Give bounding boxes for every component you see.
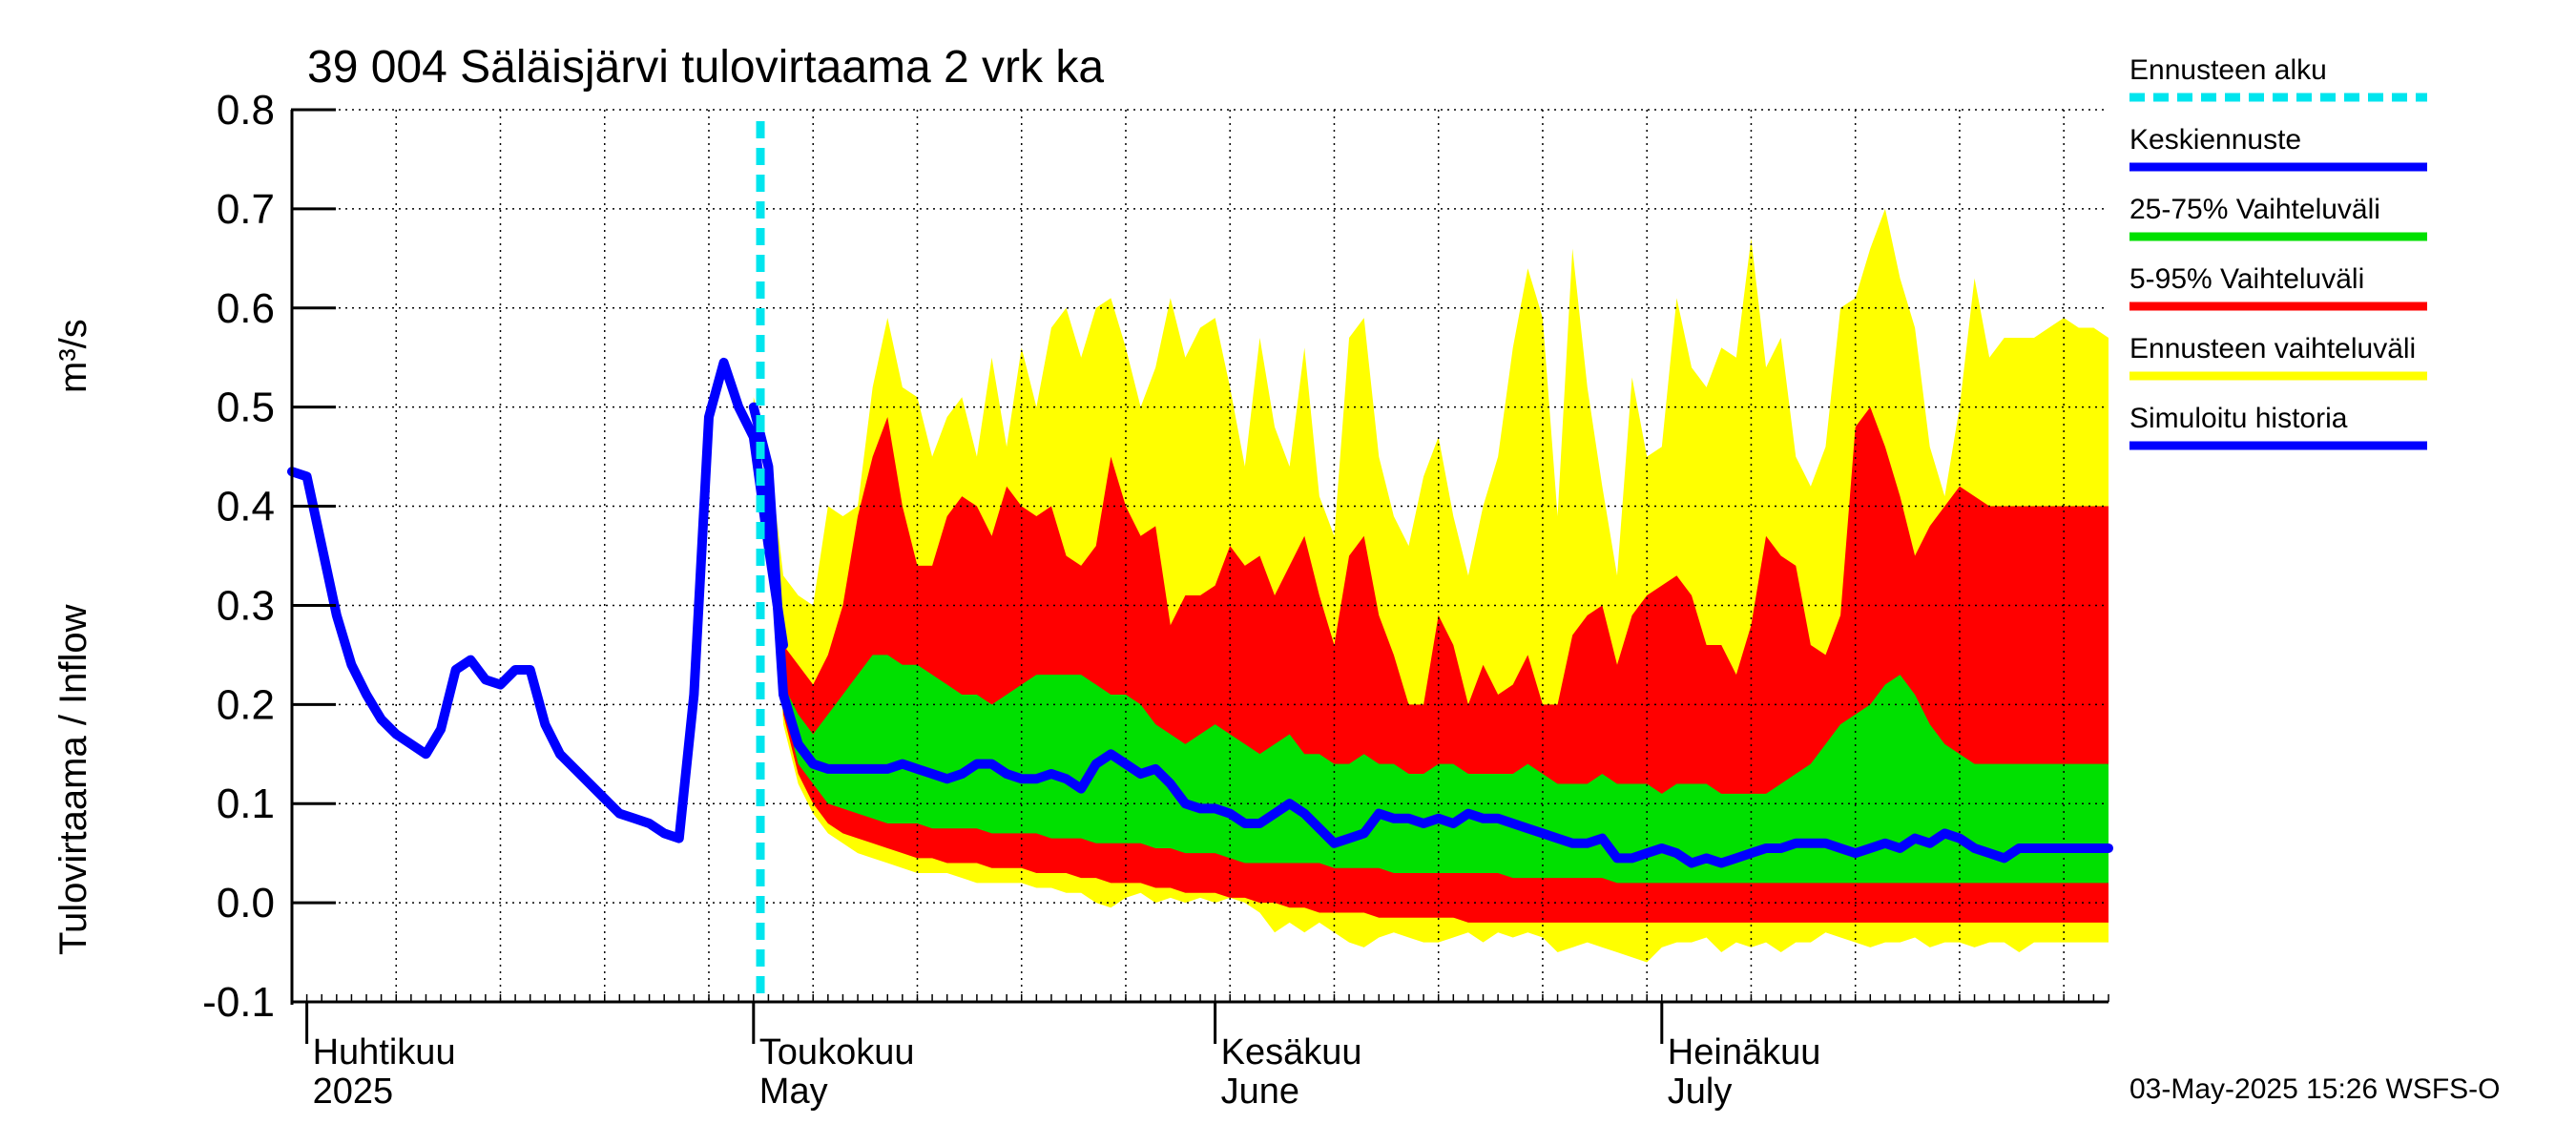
x-month-label: Heinäkuu (1668, 1032, 1821, 1072)
x-month-sublabel: July (1668, 1072, 1733, 1112)
x-month-sublabel: June (1221, 1072, 1299, 1112)
y-tick-label: 0.7 (217, 186, 275, 233)
y-tick-label: -0.1 (202, 979, 275, 1026)
x-month-sublabel: May (759, 1072, 828, 1112)
y-tick-label: 0.2 (217, 681, 275, 728)
y-axis-unit: m³/s (52, 319, 94, 393)
y-tick-label: 0.1 (217, 781, 275, 827)
legend-label: 5-95% Vaihteluväli (2129, 263, 2364, 295)
legend: Ennusteen alku Keskiennuste 25-75% Vaihtel… (2129, 54, 2427, 450)
legend-label: 25-75% Vaihteluväli (2129, 194, 2380, 225)
y-axis-label: Tulovirtaama / Inflow (52, 604, 94, 955)
y-tick-label: 0.8 (217, 87, 275, 134)
y-tick-label: 0.6 (217, 285, 275, 332)
y-tick-label: 0.0 (217, 880, 275, 926)
x-month-sublabel: 2025 (313, 1072, 394, 1112)
chart-title: 39 004 Säläisjärvi tulovirtaama 2 vrk ka (307, 42, 1104, 93)
y-tick-label: 0.5 (217, 385, 275, 431)
simulated-history-line (287, 357, 789, 843)
footer-timestamp: 03-May-2025 15:26 WSFS-O (2129, 1073, 2501, 1105)
median-forecast-line (748, 402, 2113, 868)
legend-label: Ennusteen alku (2129, 54, 2327, 86)
legend-label: Keskiennuste (2129, 124, 2301, 156)
series-lines (287, 121, 2113, 1002)
axes: 0.8 0.7 0.6 0.5 0.4 0.3 0.2 0.1 0.0 -0.1 Huhtikuu2… (202, 87, 2109, 1112)
x-month-label: Kesäkuu (1221, 1032, 1362, 1072)
y-tick-label: 0.3 (217, 582, 275, 629)
x-month-label: Huhtikuu (313, 1032, 456, 1072)
y-tick-label: 0.4 (217, 484, 275, 531)
legend-label: Ennusteen vaihteluväli (2129, 333, 2416, 364)
legend-label: Simuloitu historia (2129, 403, 2348, 434)
x-month-label: Toukokuu (759, 1032, 915, 1072)
